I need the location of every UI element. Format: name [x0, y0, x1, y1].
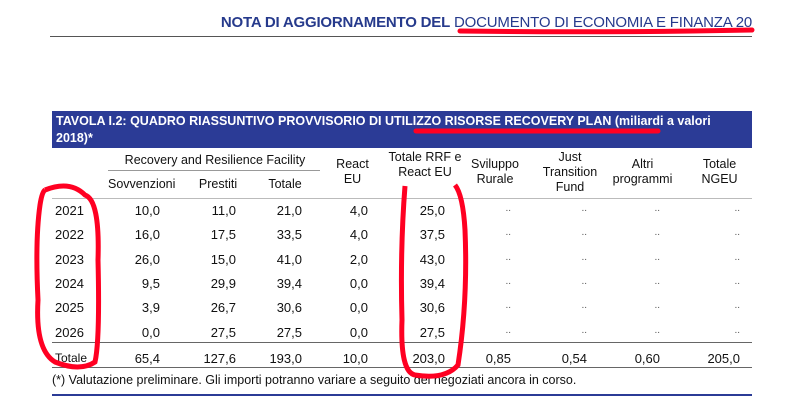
group-header: Recovery and Resilience Facility: [124, 153, 306, 167]
document-header: NOTA DI AGGIORNAMENTO DEL DOCUMENTO DI E…: [221, 14, 752, 31]
table-cell: ..: [505, 251, 511, 263]
table-cell: 127,6: [203, 350, 236, 366]
table-cell: 9,5: [141, 275, 160, 291]
table-title: TAVOLA I.2: QUADRO RIASSUNTIVO PROVVISOR…: [52, 111, 752, 148]
table-cell: ..: [734, 324, 740, 336]
table-cell: 30,6: [419, 300, 445, 316]
table-cell: 37,5: [419, 227, 445, 243]
row-year: 2026: [55, 324, 84, 340]
header-regular: DOCUMENTO DI ECONOMIA E FINANZA 20: [454, 14, 752, 31]
table-cell: ..: [581, 251, 587, 263]
table-cell: 0,0: [141, 324, 160, 340]
header-bold: NOTA DI AGGIORNAMENTO DEL: [220, 14, 451, 31]
table-cell: ..: [505, 300, 511, 312]
header-rule: [50, 36, 752, 37]
table-cell: 0,60: [634, 350, 660, 366]
col-header: React EU: [336, 157, 369, 186]
table-cell: 10,0: [342, 350, 368, 366]
col-header: Totale NGEU: [701, 157, 738, 186]
table-cell: 27,5: [419, 324, 445, 340]
col-header: Sovvenzioni: [108, 177, 176, 191]
table-cell: ..: [581, 227, 587, 239]
table-cell: ..: [654, 324, 660, 336]
row-year: 2025: [55, 300, 84, 316]
table-cell: 0,54: [561, 350, 587, 366]
table-cell: 27,5: [210, 324, 236, 340]
table-cell: 0,0: [349, 275, 368, 291]
table-cell: 26,7: [210, 300, 236, 316]
table-cell: 26,0: [134, 251, 160, 267]
table-cell: 25,0: [419, 203, 445, 218]
table-cell: 0,85: [485, 350, 511, 366]
col-header: Totale: [268, 177, 302, 191]
table-cell: 4,0: [349, 227, 368, 243]
table-cell: 10,0: [134, 203, 160, 218]
table-cell: 65,4: [134, 350, 160, 366]
table-footnote: (*) Valutazione preliminare. Gli importi…: [52, 373, 577, 387]
table-cell: ..: [734, 275, 740, 287]
table-cell: 0,0: [349, 300, 368, 316]
table-cell: 11,0: [211, 203, 236, 218]
table-cell: 43,0: [419, 251, 445, 267]
table-cell: ..: [654, 300, 660, 312]
table-cell: 4,0: [349, 203, 368, 218]
row-year: Totale: [55, 350, 88, 365]
table-cell: ..: [581, 203, 587, 214]
table-cell: 17,5: [210, 227, 236, 243]
table-cell: ..: [505, 324, 511, 336]
table-cell: ..: [505, 275, 511, 287]
table-cell: 16,0: [134, 227, 160, 243]
table-cell: 3,9: [141, 300, 160, 316]
table-cell: 33,5: [276, 227, 302, 243]
table-cell: 39,4: [419, 275, 445, 291]
table-cell: ..: [734, 227, 740, 239]
bottom-rule: [52, 394, 752, 396]
table-cell: ..: [581, 275, 587, 287]
table-cell: ..: [505, 227, 511, 239]
table-cell: 15,0: [210, 251, 236, 267]
table-cell: 0,0: [349, 324, 368, 340]
table-cell: ..: [654, 275, 660, 287]
table-cell: ..: [581, 324, 587, 336]
table-cell: 193,0: [269, 350, 302, 366]
table-cell: ..: [734, 251, 740, 263]
row-year: 2021: [55, 203, 84, 218]
table-cell: 205,0: [707, 350, 740, 366]
table-cell: ..: [654, 251, 660, 263]
table-cell: ..: [581, 300, 587, 312]
table-cell: 30,6: [276, 300, 302, 316]
row-year: 2022: [55, 227, 84, 243]
col-header: Sviluppo Rurale: [471, 157, 519, 186]
table-cell: ..: [734, 203, 740, 214]
table-cell: 41,0: [276, 251, 302, 267]
table-cell: 21,0: [276, 203, 302, 218]
col-header: Just Transition Fund: [542, 150, 598, 194]
row-year: 2023: [55, 251, 84, 267]
table-cell: 2,0: [349, 251, 368, 267]
col-header: Altri programmi: [612, 157, 673, 186]
col-header: Prestiti: [198, 177, 238, 191]
table-cell: ..: [734, 300, 740, 312]
col-header: Totale RRF e React EU: [388, 150, 462, 179]
table-cell: 27,5: [276, 324, 302, 340]
table-cell: 39,4: [276, 275, 302, 291]
table-cell: 29,9: [210, 275, 236, 291]
table-cell: 203,0: [412, 350, 445, 366]
table-cell: ..: [505, 203, 511, 214]
table-cell: ..: [654, 227, 660, 239]
table-cell: ..: [654, 203, 660, 214]
row-year: 2024: [55, 275, 84, 291]
